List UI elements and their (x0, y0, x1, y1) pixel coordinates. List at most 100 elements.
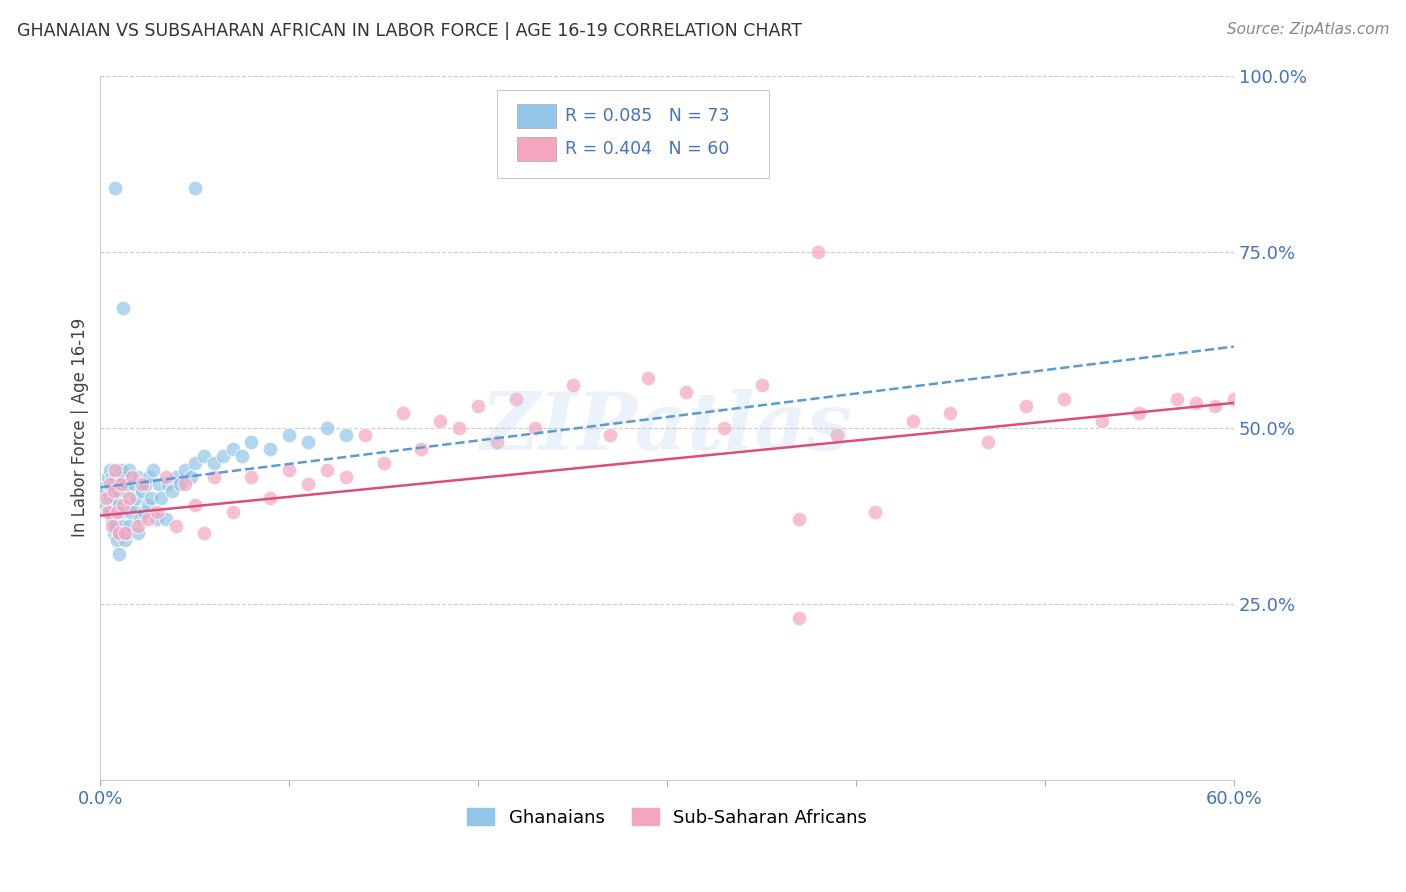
Point (148, 476, 170, 491)
Point (97, 476, 120, 491)
Point (94, 498, 117, 512)
Point (486, 434, 509, 449)
Point (193, 526, 215, 541)
Point (127, 519, 149, 533)
Point (787, 512, 810, 526)
Point (98, 463, 121, 477)
Point (100, 494, 122, 508)
Point (132, 505, 155, 519)
Point (259, 442, 281, 456)
Point (97, 491, 120, 505)
Point (429, 413, 451, 427)
Text: R = 0.404   N = 60: R = 0.404 N = 60 (565, 140, 730, 159)
Point (751, 378, 773, 392)
Point (1223, 392, 1246, 407)
Point (110, 463, 132, 477)
Point (184, 181, 207, 195)
Point (118, 463, 141, 477)
Point (335, 470, 357, 484)
Y-axis label: In Labor Force | Age 16-19: In Labor Force | Age 16-19 (72, 318, 89, 537)
Point (561, 378, 583, 392)
Point (411, 442, 433, 456)
Point (118, 491, 141, 505)
Point (221, 442, 243, 456)
Point (901, 413, 924, 427)
Point (637, 371, 659, 385)
Point (240, 434, 263, 449)
Point (335, 427, 357, 442)
Point (120, 505, 142, 519)
Point (184, 456, 207, 470)
Point (103, 498, 125, 512)
Point (221, 505, 243, 519)
Point (863, 505, 886, 519)
Point (1053, 392, 1076, 407)
Point (100, 519, 122, 533)
Point (160, 483, 183, 498)
Point (825, 427, 848, 442)
Point (129, 512, 152, 526)
Point (127, 470, 149, 484)
Point (675, 385, 697, 400)
Point (104, 519, 127, 533)
Point (1166, 392, 1188, 407)
Point (108, 526, 131, 541)
Point (787, 610, 810, 624)
Point (174, 463, 197, 477)
Point (713, 420, 735, 434)
Point (373, 456, 395, 470)
Point (193, 449, 215, 463)
Text: R = 0.085   N = 73: R = 0.085 N = 73 (565, 107, 730, 126)
Point (316, 463, 339, 477)
Point (135, 476, 157, 491)
Point (110, 505, 132, 519)
Point (94, 483, 117, 498)
Point (105, 533, 128, 548)
FancyBboxPatch shape (498, 89, 769, 178)
Point (98, 491, 121, 505)
Point (449, 420, 471, 434)
Point (1090, 413, 1112, 427)
Point (1185, 396, 1208, 410)
Point (118, 519, 141, 533)
Point (977, 434, 1000, 449)
Point (136, 498, 159, 512)
Point (316, 420, 339, 434)
Point (146, 505, 169, 519)
Point (103, 526, 125, 541)
Point (149, 491, 172, 505)
FancyBboxPatch shape (517, 137, 555, 161)
Point (297, 476, 319, 491)
Point (97, 470, 120, 484)
Point (103, 483, 125, 498)
Point (1015, 400, 1038, 414)
Point (98, 505, 121, 519)
Point (157, 476, 180, 491)
Point (111, 519, 134, 533)
Point (505, 392, 527, 407)
Point (108, 476, 131, 491)
Point (278, 427, 301, 442)
Point (297, 434, 319, 449)
Point (104, 463, 127, 477)
Point (111, 470, 134, 484)
Point (231, 449, 253, 463)
Point (114, 533, 136, 548)
Point (110, 476, 132, 491)
Legend: Ghanaians, Sub-Saharan Africans: Ghanaians, Sub-Saharan Africans (460, 801, 875, 834)
Point (127, 526, 149, 541)
Point (115, 526, 138, 541)
Point (100, 470, 122, 484)
Point (104, 491, 127, 505)
Point (599, 427, 621, 442)
Point (155, 470, 177, 484)
Point (121, 498, 143, 512)
Point (141, 491, 163, 505)
Point (104, 181, 127, 195)
Point (124, 476, 146, 491)
Point (111, 301, 134, 315)
Point (142, 463, 165, 477)
Point (131, 476, 153, 491)
Text: GHANAIAN VS SUBSAHARAN AFRICAN IN LABOR FORCE | AGE 16-19 CORRELATION CHART: GHANAIAN VS SUBSAHARAN AFRICAN IN LABOR … (17, 22, 801, 40)
Point (104, 470, 127, 484)
